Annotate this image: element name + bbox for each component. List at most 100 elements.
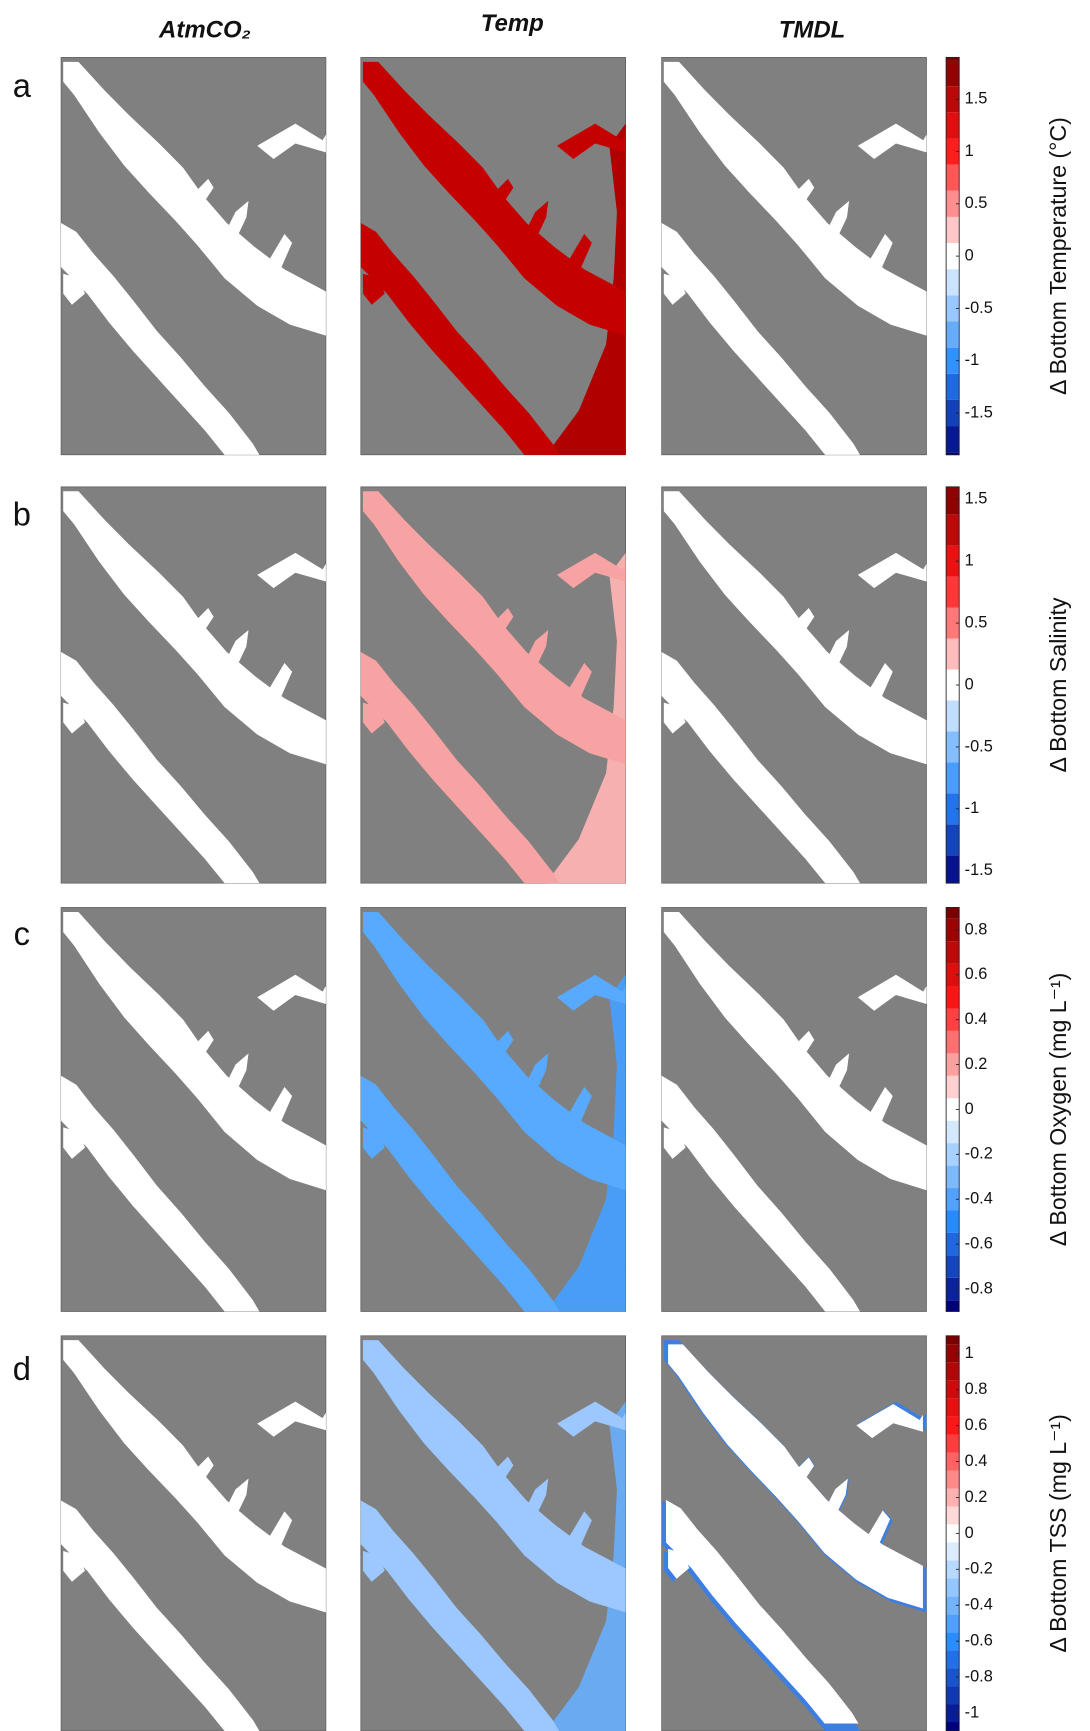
map-panel [60, 57, 327, 456]
colorbar-tick-label: 0 [965, 246, 974, 264]
colorbar-band [946, 1098, 960, 1121]
colorbar-band [946, 347, 960, 374]
colorbar-band [946, 1335, 960, 1345]
colorbar-band [946, 1398, 960, 1417]
colorbar-tick-label: -0.8 [965, 1279, 993, 1297]
colorbar-tick-label: 0.4 [965, 1452, 988, 1470]
colorbar-band [946, 60, 960, 87]
colorbar-tick-label: -0.8 [965, 1667, 993, 1685]
colorbar-label: Δ Bottom Salinity [1045, 597, 1071, 773]
map-panel [661, 486, 927, 884]
colorbar-band [946, 1506, 960, 1525]
colorbar-tick-label: -1 [965, 799, 980, 817]
colorbar-band [946, 1210, 960, 1233]
colorbar-band [946, 1008, 960, 1031]
colorbar-band [946, 669, 960, 701]
colorbar-band [946, 112, 960, 139]
colorbar-band [946, 57, 960, 61]
colorbar-band [946, 1120, 960, 1144]
colorbar-band [946, 1344, 960, 1363]
colorbar-band [946, 1686, 960, 1705]
colorbar-band [946, 1488, 960, 1507]
colorbar-tick-label: 0.4 [965, 1010, 988, 1028]
colorbar-band [946, 1452, 960, 1471]
colorbar-label: Δ Bottom Temperature (°C) [1045, 117, 1071, 395]
panel-label: a [13, 67, 32, 104]
map-panel [60, 486, 327, 884]
colorbar-tick-label: 0 [965, 675, 974, 693]
colorbar-tick-label: 0.6 [965, 1416, 988, 1434]
colorbar-band [946, 700, 960, 732]
colorbar-tick-label: 0.5 [965, 194, 988, 212]
panel-label: c [14, 915, 30, 952]
colorbar-tick-label: -1 [965, 351, 980, 369]
map-panel [360, 57, 626, 456]
colorbar-tick-label: 0 [965, 1100, 974, 1118]
colorbar-band [946, 269, 960, 296]
map-panel [360, 1335, 626, 1731]
colorbar-tick-label: 1.5 [965, 90, 988, 108]
map-panel [661, 907, 927, 1312]
colorbar-tick-label: 0.5 [965, 613, 988, 631]
colorbar-tick-label: -0.5 [965, 299, 993, 317]
colorbar-tick-label: 0.8 [965, 920, 988, 938]
colorbar-band [946, 190, 960, 217]
colorbar-band [946, 1470, 960, 1489]
panel-label: d [13, 1350, 31, 1387]
colorbar-band [946, 545, 960, 577]
colorbar-tick-label: 1 [965, 551, 974, 569]
colorbar-label: Δ Bottom Oxygen (mg L⁻¹) [1045, 973, 1071, 1247]
colorbar-band [946, 1434, 960, 1453]
colorbar-tick-label: -1 [965, 1703, 980, 1721]
colorbar-tick-label: -0.6 [965, 1631, 993, 1649]
colorbar-band [946, 1232, 960, 1256]
colorbar-band [946, 1277, 960, 1301]
colorbar-band [946, 1632, 960, 1651]
colorbar-tick-label: -0.2 [965, 1560, 993, 1578]
map-panel [360, 486, 626, 884]
colorbar-band [946, 1416, 960, 1435]
map-panel [360, 907, 626, 1312]
colorbar-band [946, 824, 960, 856]
panel-label: b [13, 495, 31, 532]
colorbar-tick-label: 0.2 [965, 1488, 988, 1506]
colorbar-band [946, 855, 960, 884]
colorbar-band [946, 1255, 960, 1278]
colorbar-band [946, 486, 960, 515]
colorbar-band [946, 1596, 960, 1615]
colorbar-band [946, 1614, 960, 1633]
colorbar-band [946, 731, 960, 763]
colorbar-tick-label: -0.4 [965, 1596, 993, 1614]
colorbar-band [946, 1300, 960, 1312]
colorbar-band [946, 1380, 960, 1399]
colorbar-band [946, 243, 960, 270]
colorbar-tick-label: -1.5 [965, 403, 993, 421]
colorbar-band [946, 986, 960, 1009]
colorbar-band [946, 1030, 960, 1054]
colorbar-band [946, 295, 960, 322]
colorbar-band [946, 426, 960, 453]
colorbar-band [946, 1524, 960, 1543]
colorbar-band [946, 762, 960, 794]
colorbar-band [946, 1542, 960, 1561]
colorbar-tick-label: -0.2 [965, 1145, 993, 1163]
colorbar-band [946, 514, 960, 546]
colorbar-tick-label: -0.5 [965, 737, 993, 755]
colorbar-tick-label: -0.4 [965, 1190, 993, 1208]
map-panel [60, 907, 327, 1312]
colorbar-band [946, 1668, 960, 1687]
colorbar-band [946, 941, 960, 964]
colorbar-band [946, 1722, 960, 1731]
column-title: Temp [481, 10, 544, 37]
figure-content: AtmCO₂ Temp TMDL a -1.5 -1 -0.5 0 0.5 1 1.5 Δ Bo… [13, 10, 1071, 1731]
colorbar-tick-label: 1.5 [965, 490, 988, 508]
colorbar-band [946, 1143, 960, 1166]
map-panel [661, 1335, 927, 1731]
colorbar-band [946, 907, 960, 919]
colorbar-band [946, 373, 960, 400]
colorbar-band [946, 1362, 960, 1381]
colorbar-band [946, 1165, 960, 1189]
colorbar-band [946, 607, 960, 639]
